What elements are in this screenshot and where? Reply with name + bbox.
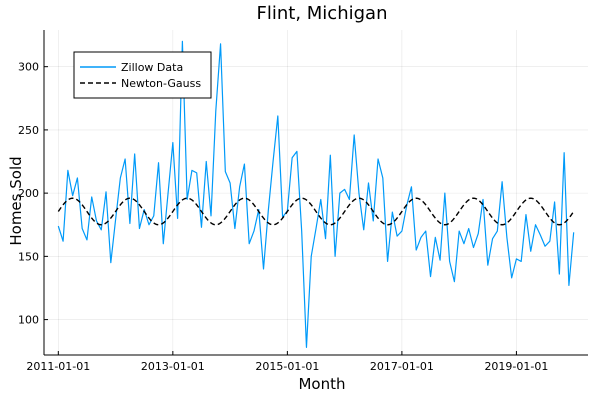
x-tick-label: 2019-01-01: [484, 360, 548, 373]
x-tick-label: 2015-01-01: [255, 360, 319, 373]
axes: [43, 30, 588, 356]
series-layer: [57, 40, 575, 349]
x-tick-label: 2017-01-01: [370, 360, 434, 373]
y-tick-label: 150: [18, 250, 39, 263]
y-tick-label: 100: [18, 314, 39, 327]
x-tick-label: 2011-01-01: [26, 360, 90, 373]
x-tick-label: 2013-01-01: [141, 360, 205, 373]
legend-label-newton-gauss: Newton-Gauss: [121, 77, 201, 90]
tick-labels: 100 150 200 250 300 2011-01-01 2013-01-01 2015-…: [18, 61, 548, 373]
y-axis-title: Homes Sold: [7, 156, 25, 245]
y-tick-label: 300: [18, 61, 39, 74]
y-tick-label: 200: [18, 187, 39, 200]
series-line-zillow-data: [57, 40, 575, 349]
y-tick-label: 250: [18, 124, 39, 137]
legend: Zillow Data Newton-Gauss: [73, 51, 212, 99]
legend-box: [73, 51, 212, 99]
chart-title: Flint, Michigan: [257, 3, 388, 24]
x-axis-title: Month: [298, 375, 345, 393]
legend-label-zillow: Zillow Data: [121, 61, 183, 74]
series-line-newton-gauss: [57, 197, 575, 226]
